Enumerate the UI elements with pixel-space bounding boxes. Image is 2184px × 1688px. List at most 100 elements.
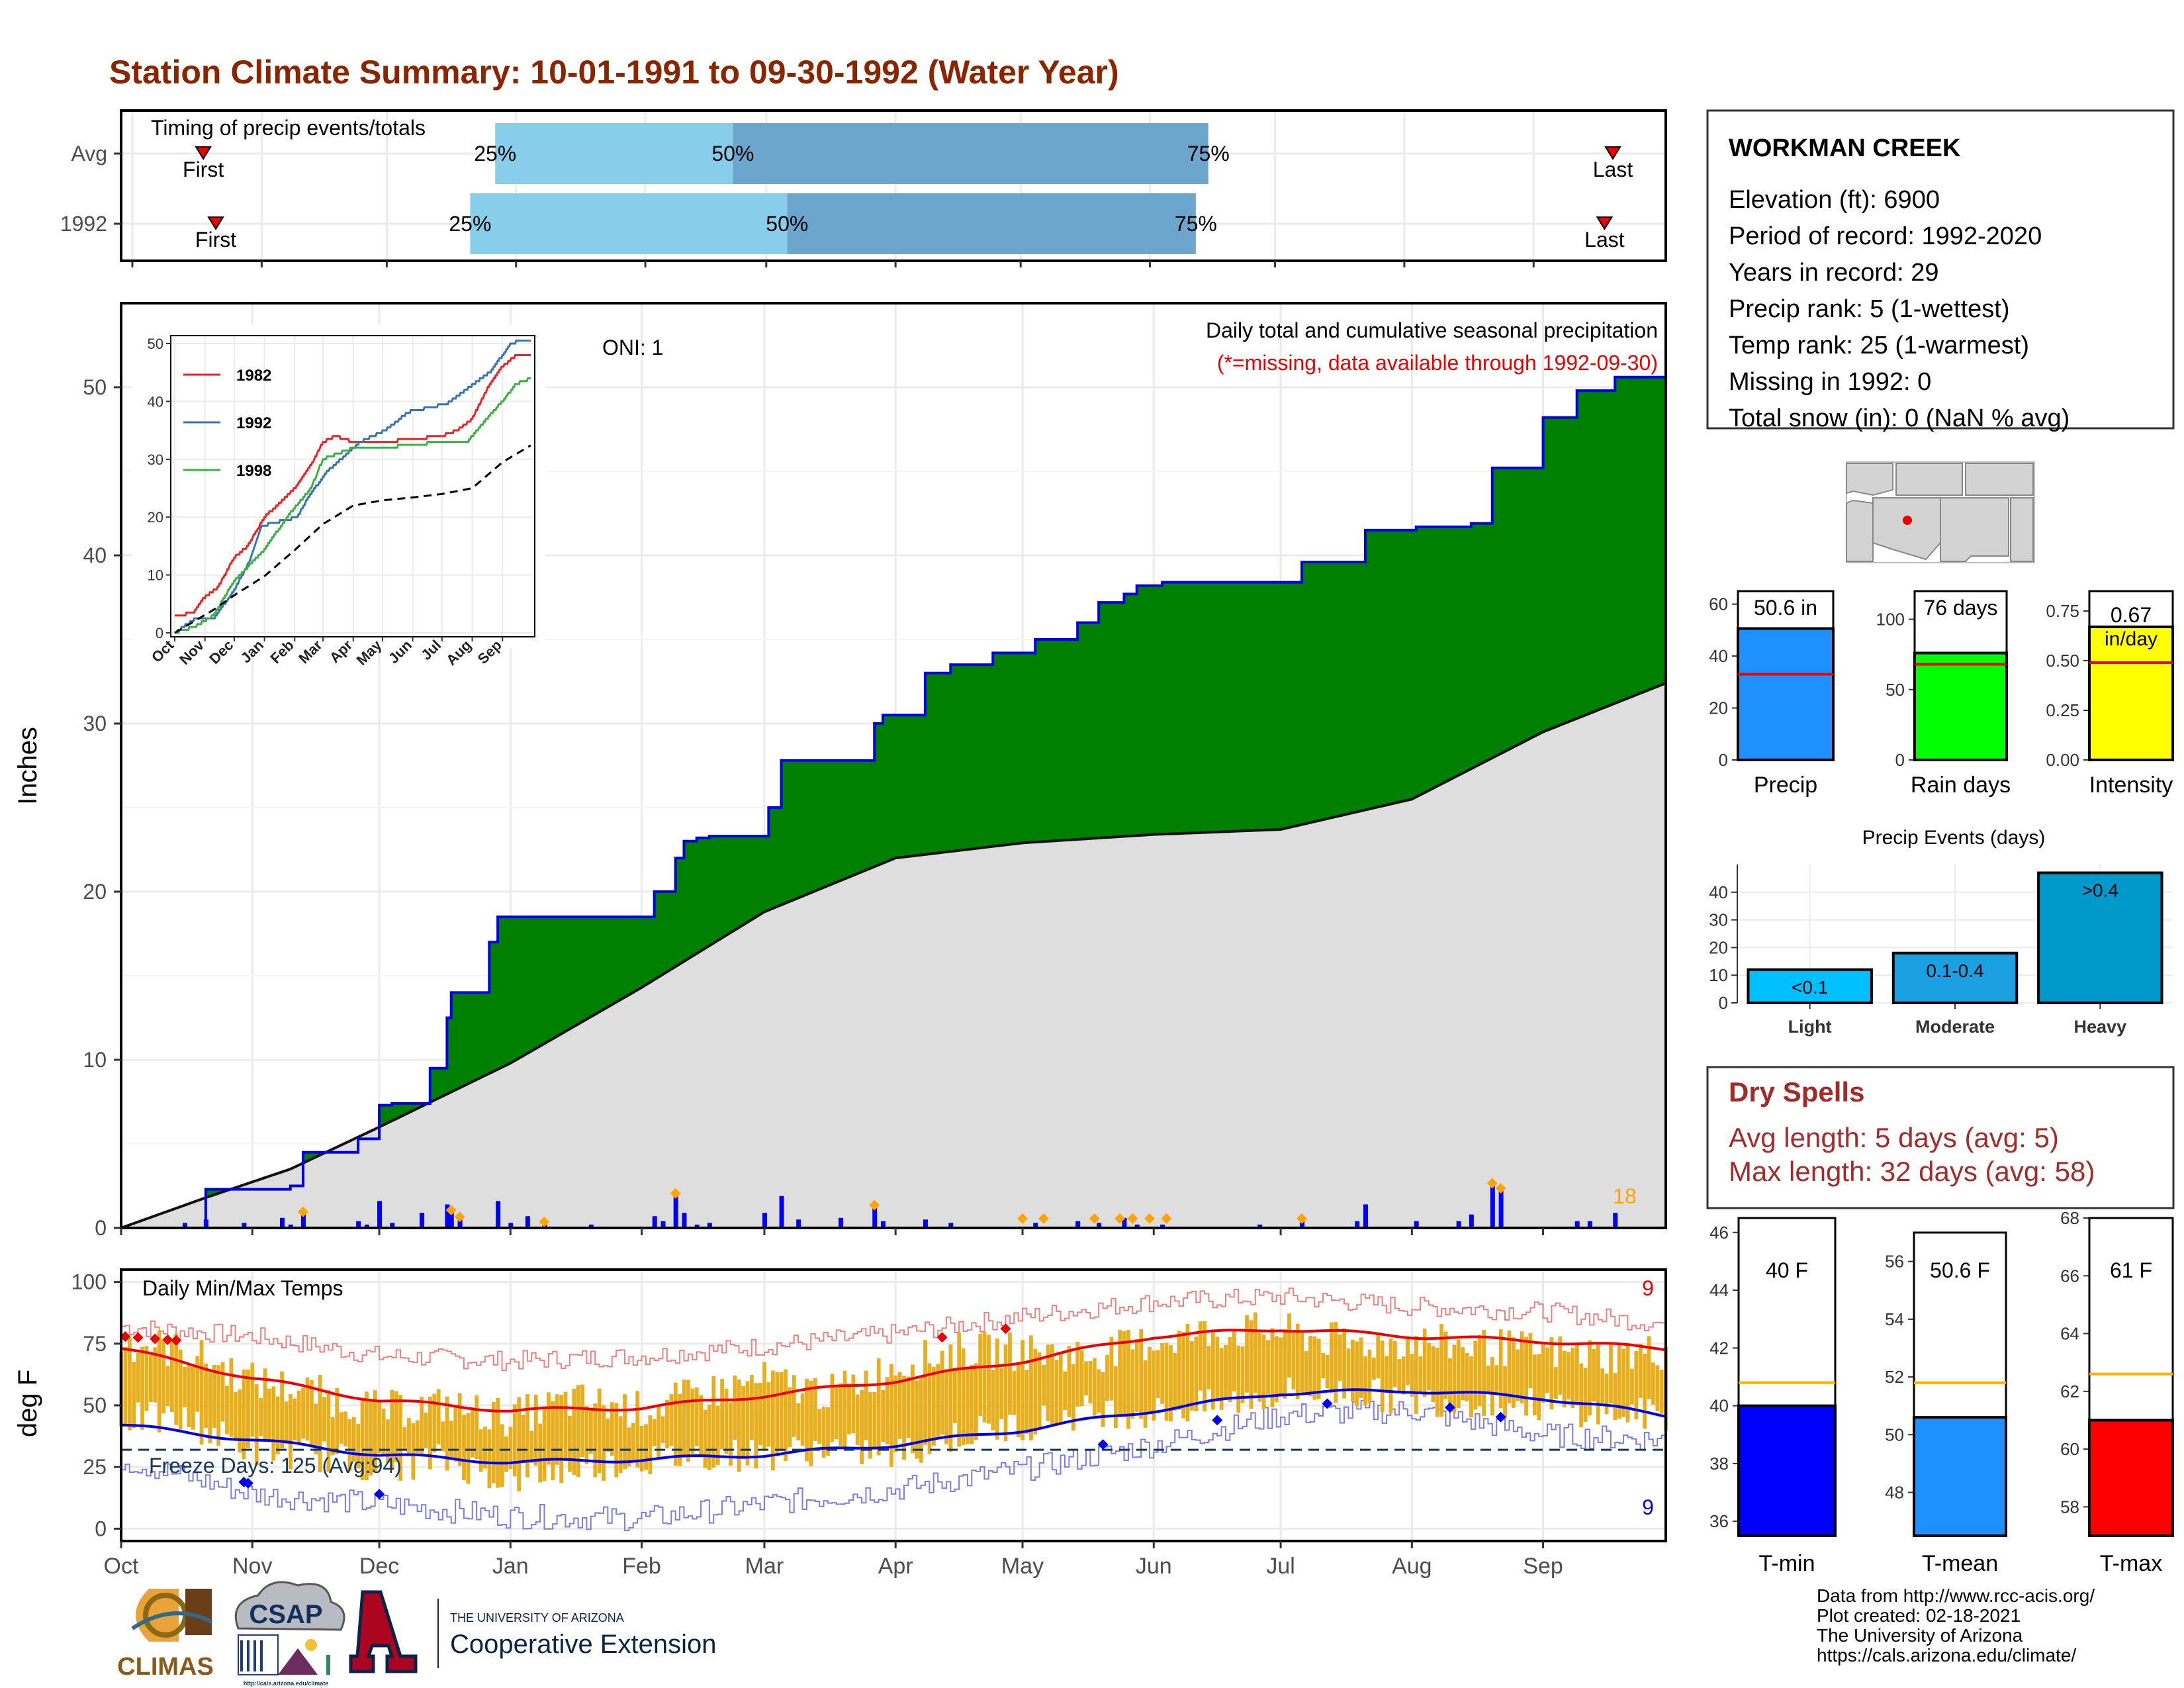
daily-temp-bar <box>1063 1371 1067 1411</box>
daily-temp-bar <box>754 1383 758 1469</box>
daily-temp-bar <box>970 1364 974 1444</box>
inset-series-avg <box>174 444 531 634</box>
temp-title: Daily Min/Max Temps <box>142 1276 343 1300</box>
extreme-event-marker <box>1144 1213 1155 1224</box>
daily-temp-bar <box>1376 1334 1381 1379</box>
daily-temp-bar <box>123 1346 128 1427</box>
daily-temp-bar <box>839 1383 843 1446</box>
daily-temp-bar <box>216 1365 221 1446</box>
daily-temp-bar <box>1274 1336 1279 1403</box>
daily-precip-bar <box>1097 1223 1102 1228</box>
precip-ylabel: Inches <box>13 727 42 805</box>
summary-ytick-label: 44 <box>1709 1280 1729 1300</box>
daily-temp-bar <box>212 1364 216 1428</box>
daily-precip-bar <box>660 1221 666 1228</box>
daily-precip-bar <box>1587 1221 1592 1228</box>
daily-temp-bar <box>1160 1343 1165 1404</box>
daily-temp-bar <box>284 1401 289 1444</box>
daily-precip-bar <box>508 1223 514 1228</box>
daily-temp-bar <box>1152 1350 1156 1421</box>
daily-temp-bar <box>580 1384 585 1458</box>
daily-temp-bar <box>1330 1322 1334 1393</box>
daily-temp-bar <box>335 1387 340 1454</box>
precip-ytick-label: 0 <box>95 1216 107 1240</box>
daily-temp-bar <box>132 1362 136 1429</box>
daily-temp-bar <box>1245 1315 1249 1393</box>
daily-precip-bar <box>203 1219 208 1228</box>
daily-temp-bar <box>191 1366 195 1430</box>
summary-axis-label: Intensity <box>2089 773 2173 798</box>
daily-temp-bar <box>1406 1336 1410 1385</box>
daily-precip-bar <box>1414 1221 1419 1228</box>
csap-url: http://cals.arizona.edu/climate <box>244 1680 329 1687</box>
daily-temp-bar <box>1443 1331 1448 1399</box>
events-bar <box>1891 951 2019 1005</box>
daily-temp-bar <box>864 1370 868 1440</box>
daily-temp-bar <box>1482 1330 1486 1417</box>
month-label: Mar <box>745 1554 784 1579</box>
daily-temp-bar <box>614 1403 619 1477</box>
summary-ytick-label: 40 <box>1709 646 1728 666</box>
daily-temp-bar <box>1647 1336 1651 1399</box>
inset-legend-label: 1998 <box>236 462 271 480</box>
summary-t-mean-panel: 48 50 52 54 56 50.6 F T-mean <box>1885 1231 2007 1576</box>
daily-temp-bar <box>1228 1336 1232 1403</box>
daily-precip-bar <box>1355 1221 1360 1228</box>
daily-temp-bar <box>572 1389 576 1476</box>
daily-temp-bar <box>547 1392 551 1465</box>
summary-ytick-label: 42 <box>1709 1338 1729 1358</box>
events-ytick-label: 30 <box>1709 910 1728 930</box>
summary-value-label: 0.67 <box>2111 603 2152 627</box>
summary-ytick-label: 68 <box>2060 1208 2079 1228</box>
summary-ytick-label: 0 <box>1719 750 1728 770</box>
daily-temp-bar <box>821 1406 826 1458</box>
timing-p25: 25% <box>474 142 516 165</box>
daily-temp-bar <box>1452 1344 1457 1413</box>
daily-temp-bar <box>551 1401 555 1481</box>
daily-temp-bar <box>931 1367 936 1446</box>
record-high-marker <box>150 1333 161 1344</box>
daily-temp-bar <box>1139 1329 1144 1419</box>
daily-temp-bar <box>441 1421 445 1452</box>
daily-temp-bar <box>1574 1343 1579 1402</box>
daily-temp-bar <box>1295 1323 1300 1399</box>
daily-temp-bar <box>1321 1352 1326 1379</box>
daily-temp-bar <box>420 1397 424 1456</box>
daily-precip-bar <box>682 1213 687 1228</box>
month-label: Oct <box>104 1554 139 1579</box>
summary-ytick-label: 40 <box>1709 1396 1729 1416</box>
daily-temp-bar <box>271 1386 276 1461</box>
daily-temp-bar <box>491 1401 496 1483</box>
extreme-event-marker <box>1495 1183 1506 1194</box>
daily-temp-bar <box>1156 1350 1160 1399</box>
daily-temp-bar <box>1553 1367 1558 1399</box>
temp-ytick-label: 0 <box>95 1517 107 1540</box>
summary-ytick-label: 46 <box>1709 1223 1729 1243</box>
events-bar-label: 0.1-0.4 <box>1926 961 1983 981</box>
station-detail: Total snow (in): 0 (NaN % avg) <box>1729 404 2070 432</box>
month-label: May <box>1001 1554 1044 1579</box>
daily-temp-bar <box>428 1396 432 1470</box>
daily-temp-bar <box>1126 1330 1130 1429</box>
daily-temp-bar <box>749 1375 754 1440</box>
events-ytick-label: 0 <box>1719 993 1728 1013</box>
temp-ytick-label: 100 <box>71 1270 107 1294</box>
daily-temp-bar <box>915 1380 919 1459</box>
timing-last-label: Last <box>1593 158 1633 181</box>
daily-temp-bar <box>872 1391 877 1449</box>
daily-temp-bar <box>1435 1347 1439 1417</box>
daily-temp-bar <box>1075 1342 1080 1407</box>
daily-temp-bar <box>1024 1370 1029 1434</box>
daily-temp-bar <box>618 1416 623 1474</box>
temp-panel: Oct Nov Dec Jan Feb Mar Apr May Jun Jul Aug Sep 0 25 5… <box>13 1268 1668 1579</box>
daily-temp-bar <box>1304 1351 1308 1395</box>
daily-temp-bar <box>644 1424 648 1470</box>
daily-temp-bar <box>326 1390 331 1472</box>
daily-temp-bar <box>927 1363 932 1454</box>
daily-temp-bar <box>1520 1331 1524 1404</box>
daily-temp-bar <box>1638 1343 1643 1398</box>
footer-line: The University of Arizona <box>1817 1625 2023 1646</box>
daily-temp-bar <box>500 1424 504 1487</box>
daily-temp-bar <box>1270 1328 1275 1408</box>
daily-temp-bar <box>1342 1328 1347 1399</box>
